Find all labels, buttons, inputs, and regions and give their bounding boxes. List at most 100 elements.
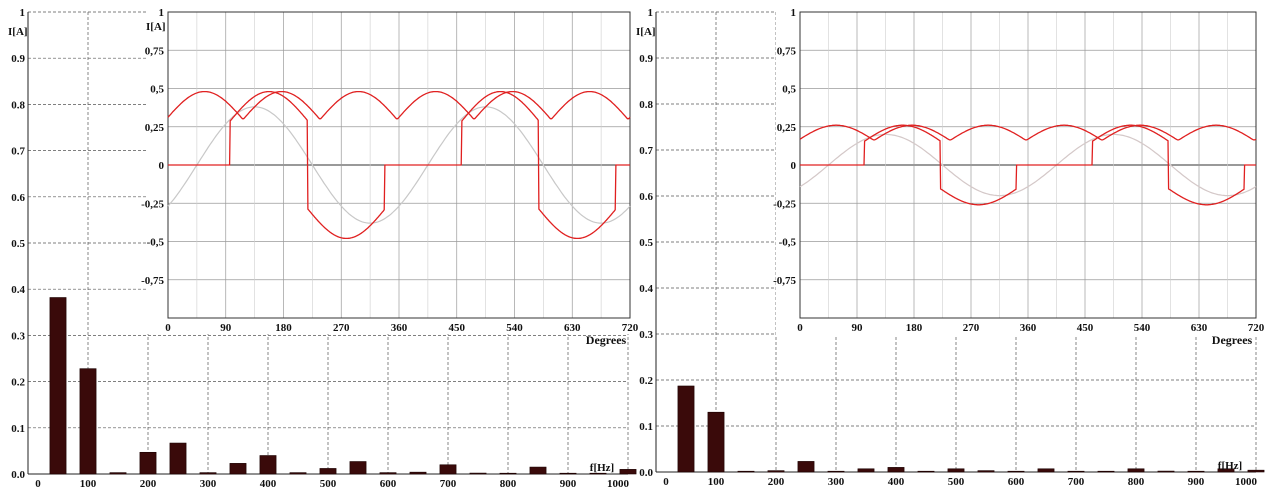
- y-tick-label: -0,5: [779, 237, 797, 249]
- bar: [1037, 468, 1055, 473]
- y-tick-label: 0.6: [639, 191, 653, 203]
- x-tick-label: 720: [1248, 322, 1265, 334]
- bar: [559, 472, 577, 475]
- bar: [169, 442, 187, 475]
- y-tick-label: 0.2: [639, 375, 653, 387]
- waveform-right: 1 0,75 0,5 0,25 0 -0,25 -0,5 -0,75 0 90 180 270 360 4…: [773, 4, 1268, 347]
- y-tick-label: -0,75: [773, 275, 796, 287]
- x-tick-label: 630: [1191, 322, 1208, 334]
- x-tick-label: 100: [708, 476, 725, 488]
- bar: [349, 461, 367, 475]
- y-tick-label: 1: [648, 7, 654, 19]
- y-tick-label: 0.5: [639, 237, 653, 249]
- x-tick-label: 0: [35, 478, 41, 490]
- y-tick-label: 0.8: [639, 99, 653, 111]
- x-tick-label: 900: [1188, 476, 1205, 488]
- y-tick-label: 0.0: [11, 469, 25, 481]
- x-tick-label: 270: [963, 322, 980, 334]
- y-tick-label: -0,25: [773, 198, 796, 210]
- x-tick-label: 90: [852, 322, 864, 334]
- x-tick-label: 180: [906, 322, 923, 334]
- y-tick-label: 1: [791, 7, 797, 19]
- bar: [409, 471, 427, 475]
- x-axis-label: Degrees: [586, 333, 627, 347]
- bar: [677, 385, 695, 473]
- waveform-left: 1 0,75 0,5 0,25 0 -0,25 -0,5 -0,75 0 90 180 270 360 4…: [141, 4, 639, 347]
- bar: [199, 472, 217, 475]
- y-tick-label: 0,75: [145, 45, 165, 57]
- y-tick-label: 0.6: [11, 192, 25, 204]
- bar: [319, 468, 337, 475]
- x-tick-label: 450: [449, 322, 466, 334]
- y-tick-label: 0.3: [11, 330, 25, 342]
- bar: [439, 464, 457, 475]
- x-tick-label: 700: [1068, 476, 1085, 488]
- x-tick-label: 800: [500, 478, 517, 490]
- y-tick-label: 0.7: [639, 145, 653, 157]
- x-tick-label: 300: [200, 478, 217, 490]
- x-tick-label: 0: [797, 322, 803, 334]
- x-tick-label: 1000: [607, 478, 630, 490]
- bar: [529, 466, 547, 475]
- bar: [499, 472, 517, 475]
- bar: [1067, 470, 1085, 473]
- bar: [1007, 470, 1025, 473]
- bar: [49, 297, 67, 475]
- x-tick-label: 360: [391, 322, 408, 334]
- bar: [977, 470, 995, 473]
- x-tick-label: 540: [1134, 322, 1151, 334]
- bar: [109, 472, 127, 475]
- x-tick-label: 500: [948, 476, 965, 488]
- x-tick-label: 300: [828, 476, 845, 488]
- bar: [79, 368, 97, 475]
- bar: [229, 463, 247, 475]
- x-tick-label: 450: [1077, 322, 1094, 334]
- y-tick-label: 0.9: [11, 53, 25, 65]
- x-tick-label: 900: [560, 478, 577, 490]
- bar: [767, 470, 785, 473]
- x-tick-label: 500: [320, 478, 337, 490]
- x-tick-label: 400: [888, 476, 905, 488]
- y-tick-label: 0.7: [11, 146, 25, 158]
- x-tick-label: 0: [663, 476, 669, 488]
- y-tick-label: 0: [159, 160, 165, 172]
- bar: [737, 470, 755, 473]
- rectified-current-line: [167, 90, 631, 120]
- y-tick-label: 1: [20, 7, 26, 19]
- bar: [469, 472, 487, 475]
- waveform-panel: [146, 4, 632, 334]
- waveform-panel: [776, 4, 1268, 336]
- x-tick-label: 720: [622, 322, 639, 334]
- y-tick-label: 0.1: [11, 423, 25, 435]
- bar: [1097, 470, 1115, 473]
- bar: [1127, 468, 1145, 473]
- y-tick-label: 0.2: [11, 377, 25, 389]
- x-tick-label: 100: [80, 478, 97, 490]
- bar: [707, 411, 725, 473]
- bar: [917, 470, 935, 473]
- x-tick-label: 600: [1008, 476, 1025, 488]
- x-tick-label: 700: [440, 478, 457, 490]
- y-tick-label: 0: [791, 160, 797, 172]
- y-tick-label: 0.8: [11, 99, 25, 111]
- bar: [589, 472, 607, 475]
- y-tick-label: 0,5: [782, 84, 796, 96]
- x-tick-label: 800: [1128, 476, 1145, 488]
- x-tick-label: 630: [564, 322, 581, 334]
- bar: [289, 472, 307, 475]
- x-tick-label: 90: [220, 322, 232, 334]
- x-tick-label: 180: [275, 322, 292, 334]
- x-tick-label: 200: [768, 476, 785, 488]
- bar: [1247, 469, 1265, 473]
- y-tick-label: 0.4: [639, 283, 653, 295]
- y-axis-label: I[A]: [146, 21, 166, 33]
- bar: [947, 468, 965, 473]
- y-tick-label: 0.1: [639, 421, 653, 433]
- x-tick-label: 360: [1020, 322, 1037, 334]
- y-tick-label: 0.0: [639, 467, 653, 479]
- bar: [827, 470, 845, 473]
- bar: [259, 455, 277, 475]
- x-tick-label: 0: [165, 322, 171, 334]
